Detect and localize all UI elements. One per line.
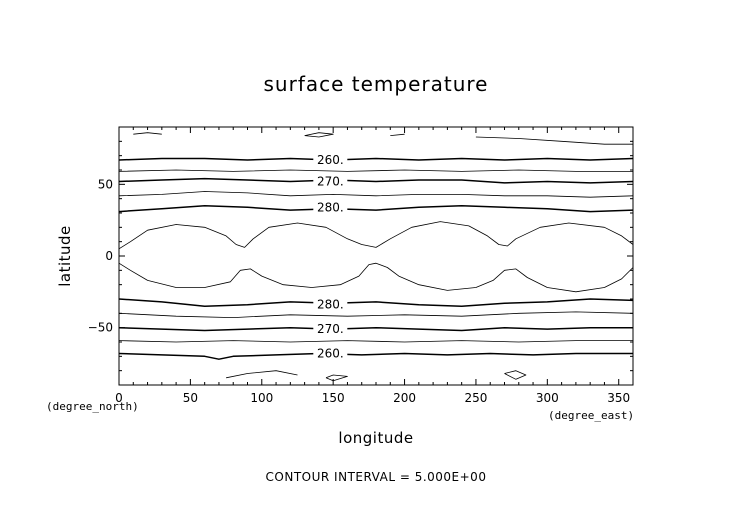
- contour-label-4: 270.: [317, 322, 344, 336]
- x-tick-label: 50: [183, 391, 198, 405]
- contour-line-255-13: [304, 132, 334, 138]
- contour-label-bg: [313, 297, 348, 312]
- x-axis-title: longitude: [338, 429, 413, 447]
- contour-label-1: 270.: [317, 174, 344, 188]
- contour-line-255-16: [226, 370, 298, 379]
- x-tick-label: 250: [464, 391, 487, 405]
- contour-line-260-0: [118, 157, 634, 161]
- contour-label-5: 260.: [317, 346, 344, 360]
- contour-line-255-17: [325, 374, 348, 382]
- contour-label-2: 280.: [317, 200, 344, 214]
- y-tick-label: −50: [88, 321, 113, 335]
- contour-line-265-10: [118, 340, 633, 343]
- contour-interval-note: CONTOUR INTERVAL = 5.000E+00: [266, 470, 487, 484]
- y-axis-title: latitude: [56, 225, 74, 287]
- contour-line-255-14: [390, 133, 405, 136]
- contour-line-255-18: [504, 370, 527, 380]
- contour-label-bg: [313, 174, 348, 189]
- x-axis: 0 50 100 150 200 250 300 350: [115, 127, 634, 405]
- contour-line-280-7: [118, 298, 634, 307]
- contour-line-255-12: [133, 132, 162, 135]
- contour-line-275-8: [118, 311, 634, 319]
- x-tick-label: 100: [250, 391, 273, 405]
- contour-label-bg: [313, 200, 348, 215]
- contour-labels: 260. 270. 280. 280. 270. 260.: [313, 152, 348, 361]
- plot-frame: [118, 126, 634, 386]
- plot-area: 260. 270. 280. 280. 270. 260.: [118, 126, 634, 386]
- chart-title: surface temperature: [264, 72, 489, 96]
- contour-line-280-4: [118, 205, 634, 213]
- contour-label-bg: [313, 346, 348, 361]
- contour-label-3: 280.: [317, 298, 344, 312]
- contour-label-bg: [313, 152, 348, 167]
- contour-line-285-5: [118, 221, 634, 250]
- contour-line-270-9: [118, 326, 633, 332]
- x-tick-label: 300: [536, 391, 559, 405]
- contour-line-255-15: [475, 136, 633, 145]
- contour-lines: [118, 132, 634, 382]
- y-unit-label: (degree_north): [46, 400, 139, 413]
- y-tick-label: 0: [105, 249, 113, 263]
- contour-line-260-11: [118, 352, 633, 360]
- contour-line-265-1: [118, 169, 633, 172]
- contour-line-275-3: [118, 191, 634, 198]
- x-unit-label: (degree_east): [548, 409, 634, 422]
- y-tick-label: 50: [98, 177, 113, 191]
- contour-line-285-6: [118, 262, 634, 293]
- x-tick-label: 0: [115, 391, 123, 405]
- x-tick-label: 150: [322, 391, 345, 405]
- contour-label-0: 260.: [317, 153, 344, 167]
- x-tick-label: 350: [607, 391, 630, 405]
- contour-line-270-2: [118, 177, 634, 184]
- y-axis: −50 0 50: [88, 140, 633, 372]
- x-tick-label: 200: [393, 391, 416, 405]
- contour-label-bg: [313, 322, 348, 337]
